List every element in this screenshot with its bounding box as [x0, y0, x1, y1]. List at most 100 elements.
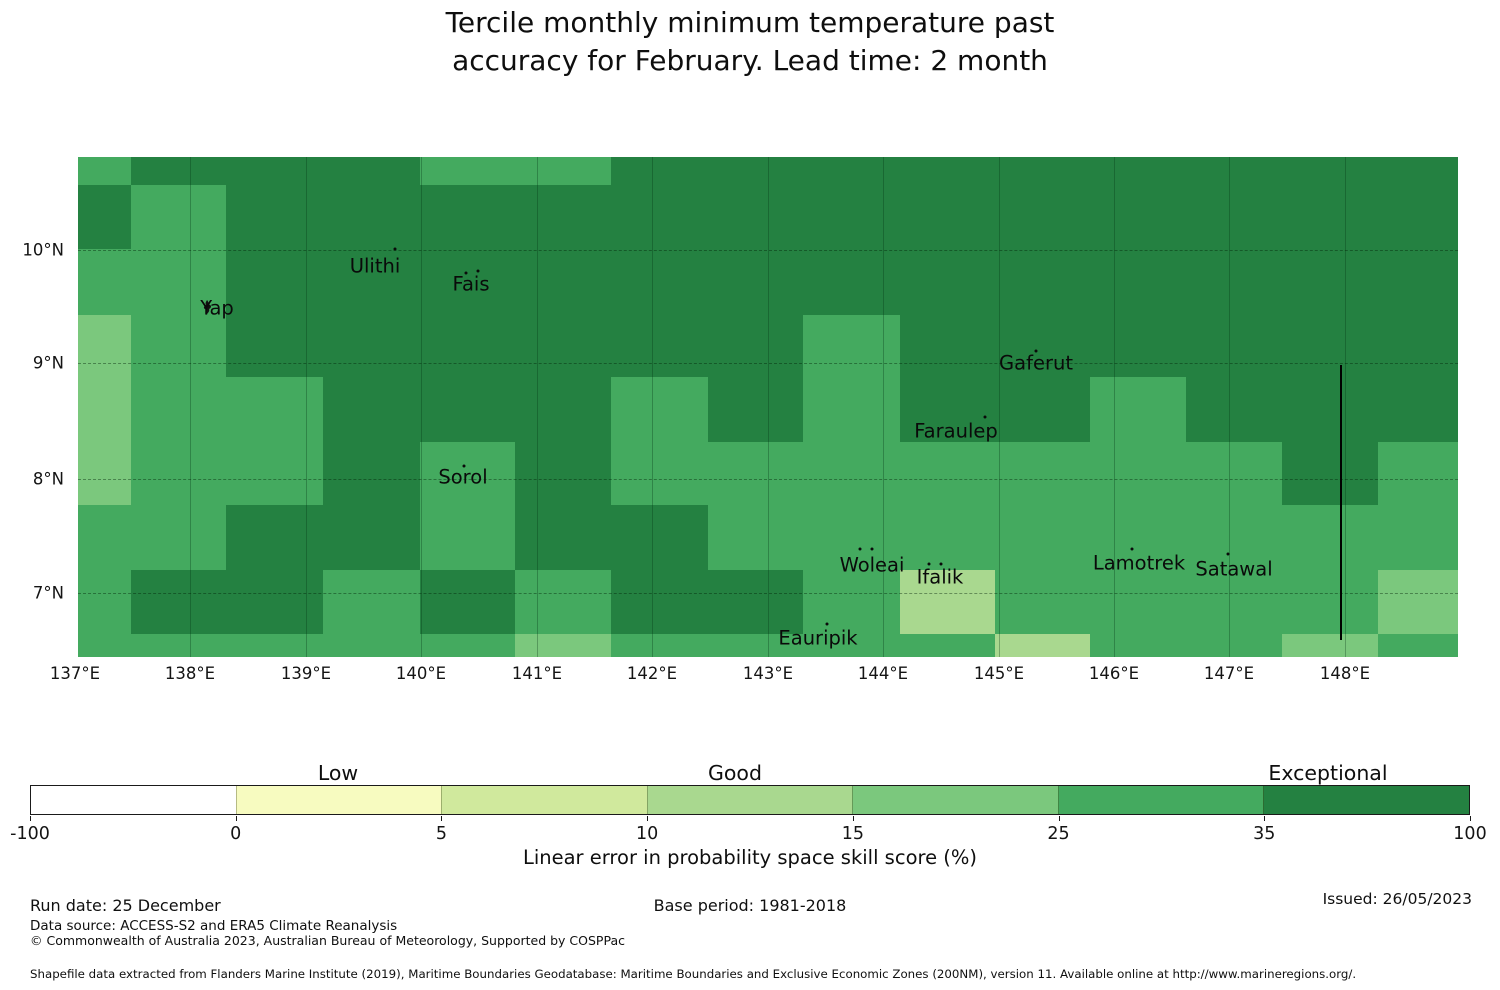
map-cell [1186, 249, 1282, 315]
map-cell [611, 377, 708, 442]
x-tick-label: 137°E [49, 664, 101, 683]
map-cell [1378, 505, 1458, 570]
map-cell [900, 185, 995, 249]
map-cell [708, 315, 803, 377]
x-tick-label: 146°E [1088, 664, 1140, 683]
colorbar-segment [235, 786, 442, 814]
meridian-gridline [421, 157, 422, 657]
colorbar-tick [441, 816, 443, 821]
base-period-text: Base period: 1981-2018 [653, 896, 847, 915]
chart-title-line1: Tercile monthly minimum temperature past [445, 6, 1055, 39]
map-cell [995, 570, 1090, 634]
map-cell [515, 185, 611, 249]
map-cell [515, 442, 611, 505]
y-tick-label: 7°N [32, 583, 64, 603]
map-cell [515, 570, 611, 634]
map-cell [1378, 442, 1458, 505]
island-label: Satawal [1195, 557, 1273, 581]
colorbar [30, 785, 1470, 815]
map-cell [323, 505, 420, 570]
meridian-gridline [537, 157, 538, 657]
map-cell [803, 442, 900, 505]
colorbar-tick-label: 15 [841, 824, 864, 844]
shapefile-note-text: Shapefile data extracted from Flanders M… [30, 967, 1357, 981]
map-cell [803, 249, 900, 315]
map-cell [995, 185, 1090, 249]
y-tick-label: 9°N [32, 353, 64, 373]
colorbar-tick [647, 816, 649, 821]
map-cell [515, 634, 611, 657]
map-cell [803, 570, 900, 634]
map-cell [1090, 570, 1186, 634]
colorbar-category-label: Low [317, 761, 359, 785]
colorbar-segment [31, 786, 236, 814]
map-cell [1282, 249, 1378, 315]
maritime-boundary-line [1340, 365, 1342, 640]
map-cell [611, 185, 708, 249]
map-cell [1090, 377, 1186, 442]
map-cell [131, 315, 226, 377]
data-source-text: Data source: ACCESS-S2 and ERA5 Climate … [30, 918, 398, 934]
island-marker-dot [464, 271, 468, 275]
x-tick-label: 140°E [395, 664, 447, 683]
map-cell [78, 315, 131, 377]
island-label: Fais [452, 272, 490, 296]
map-cell [131, 157, 226, 185]
map-cell [420, 570, 515, 634]
meridian-gridline [883, 157, 884, 657]
map-cell [708, 377, 803, 442]
map-cell [226, 185, 323, 249]
map-cell [131, 377, 226, 442]
map-cell [611, 505, 708, 570]
colorbar-segment [646, 786, 853, 814]
parallel-gridline [78, 593, 1458, 594]
map-cell [611, 634, 708, 657]
map-cell [420, 377, 515, 442]
map-cell [1090, 442, 1186, 505]
map-cell [708, 570, 803, 634]
map-cell [803, 377, 900, 442]
map-cell [1378, 570, 1458, 634]
island-marker-dot [1130, 547, 1134, 551]
meridian-gridline [190, 157, 191, 657]
map-cell [995, 157, 1090, 185]
map-cell [611, 157, 708, 185]
map-cell [1186, 377, 1282, 442]
map-cell [708, 634, 803, 657]
x-tick-label: 145°E [973, 664, 1025, 683]
map-cell [803, 157, 900, 185]
map-cell [323, 185, 420, 249]
map-cell [226, 315, 323, 377]
map-cell [1186, 157, 1282, 185]
map-cell [323, 570, 420, 634]
meridian-gridline [999, 157, 1000, 657]
map-cell [1378, 157, 1458, 185]
map-cell [1090, 157, 1186, 185]
map-cell [515, 505, 611, 570]
map-cell [1090, 185, 1186, 249]
yap-island-shape [201, 299, 214, 320]
x-tick-label: 139°E [280, 664, 332, 683]
colorbar-segment [852, 786, 1058, 814]
map-cell [900, 249, 995, 315]
map-cell [1282, 315, 1378, 377]
map-cell [420, 157, 515, 185]
map-cell [1282, 570, 1378, 634]
map-cell [78, 634, 131, 657]
map-cell [515, 157, 611, 185]
meridian-gridline [1114, 157, 1115, 657]
map-cell [131, 442, 226, 505]
x-tick-label: 138°E [164, 664, 216, 683]
map-cell [131, 505, 226, 570]
meridian-gridline [1345, 157, 1346, 657]
map-cell [78, 249, 131, 315]
map-cell [131, 570, 226, 634]
island-label: Sorol [438, 465, 488, 489]
map-cell [131, 249, 226, 315]
island-marker-dot [858, 547, 862, 551]
map-cell [803, 315, 900, 377]
colorbar-category-label: Good [708, 761, 762, 785]
map-cell [78, 157, 131, 185]
map-cell [131, 634, 226, 657]
map-cell [226, 249, 323, 315]
